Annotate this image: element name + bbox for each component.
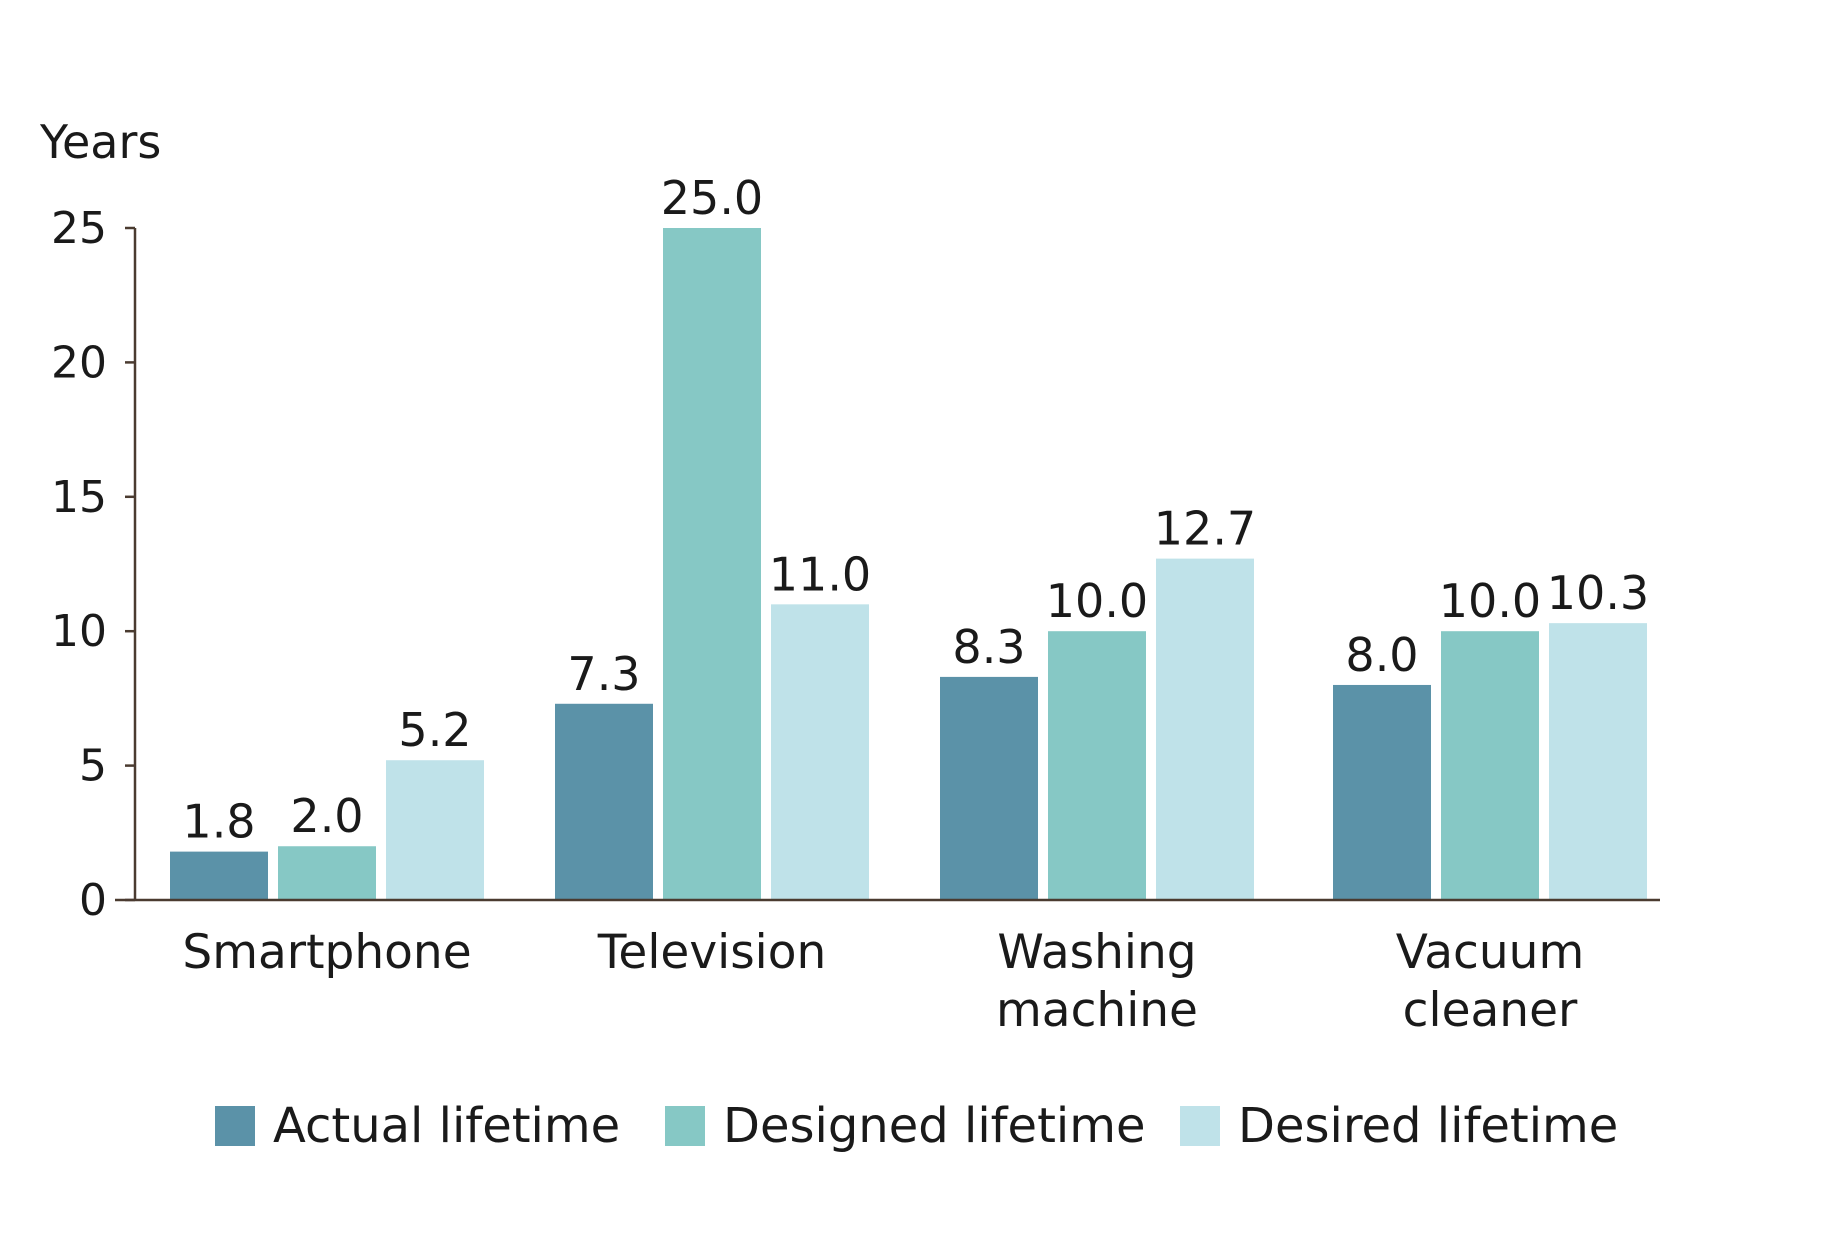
y-tick-label: 0	[79, 875, 107, 926]
legend: Actual lifetime Designed lifetime Desired …	[215, 1098, 1618, 1154]
category-label: Television	[597, 925, 827, 980]
bar	[278, 846, 376, 900]
legend-swatch	[665, 1106, 705, 1146]
data-label: 25.0	[661, 171, 763, 225]
bar	[1156, 558, 1254, 900]
data-label: 8.0	[1345, 628, 1418, 682]
legend-label: Desired lifetime	[1238, 1098, 1618, 1154]
category-label: Smartphone	[182, 925, 471, 980]
bar	[771, 604, 869, 900]
y-axis-title: Years	[39, 115, 161, 169]
data-label: 5.2	[398, 703, 471, 757]
bar	[1048, 631, 1146, 900]
data-labels: 1.8 2.05.27.325.011.08.310.012.78.010.0 10…	[182, 171, 1649, 849]
bar	[940, 676, 1038, 900]
data-label: 7.3	[567, 647, 640, 701]
legend-item: Desired lifetime	[1180, 1098, 1618, 1154]
y-tick-label: 20	[51, 337, 107, 388]
category-label: Vacuum cleaner	[1396, 925, 1585, 1038]
bars	[170, 228, 1647, 900]
bar	[170, 851, 268, 900]
bar	[1333, 684, 1431, 900]
legend-swatch	[215, 1106, 255, 1146]
bar	[555, 703, 653, 900]
bar	[1441, 631, 1539, 900]
y-tick-label: 10	[51, 606, 107, 657]
data-label: 10.0	[1046, 574, 1148, 628]
legend-item: Designed lifetime	[665, 1098, 1146, 1154]
category-label: Washing machine	[996, 925, 1198, 1038]
y-tick-label: 5	[79, 741, 107, 792]
data-label: 10.0	[1439, 574, 1541, 628]
bar	[1549, 623, 1647, 900]
legend-swatch	[1180, 1106, 1220, 1146]
data-label: 8.3	[952, 620, 1025, 674]
y-tick-label: 25	[51, 203, 107, 254]
data-label: 2.0	[290, 789, 363, 843]
data-label: 11.0	[769, 547, 871, 601]
bar	[386, 760, 484, 900]
y-axis: 0 5 10 15 20 25	[51, 203, 137, 926]
y-tick-label: 15	[51, 472, 107, 523]
data-label: 1.8	[182, 795, 255, 849]
data-label: 12.7	[1154, 502, 1256, 556]
data-label: 10.3	[1547, 566, 1649, 620]
legend-item: Actual lifetime	[215, 1098, 620, 1154]
x-axis: Smartphone Television Washing machine Vacuum…	[115, 898, 1660, 1038]
bar	[663, 228, 761, 900]
legend-label: Actual lifetime	[273, 1098, 620, 1154]
legend-label: Designed lifetime	[723, 1098, 1146, 1154]
